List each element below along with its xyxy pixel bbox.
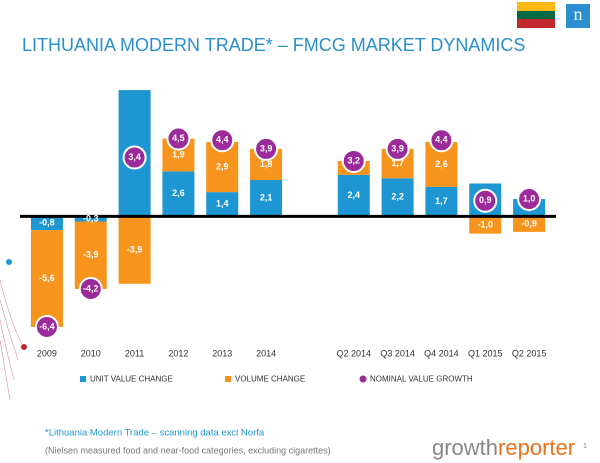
footnote: *Lithuania Modern Trade – scanning data … [45,428,265,439]
source-note: (Nielsen measured food and near-food cat… [45,445,331,455]
bar [206,192,239,217]
marker-label: 4,4 [216,135,229,145]
bar-value-label: 1,7 [435,196,448,206]
bar [513,216,546,232]
bar-value-label: -3,9 [83,250,99,260]
legend-swatch [359,375,367,383]
marker-label: 1,0 [523,193,536,203]
flag-stripe [517,19,555,28]
nominal-marker [429,128,454,153]
bar-value-label: 1,8 [260,159,273,169]
marker-label: 4,4 [435,135,448,145]
nominal-marker [166,126,191,151]
bar-value-label: 2,4 [347,190,360,200]
legend-label: UNIT VALUE CHANGE [90,375,173,384]
bar-value-label: 1,7 [391,158,404,168]
nominal-marker [210,128,235,153]
marker-label: 0,9 [479,195,492,205]
legend-label: NOMINAL VALUE GROWTH [370,375,473,384]
legend-label: VOLUME CHANGE [235,375,305,384]
bar [425,186,458,217]
marker-label: 3,9 [260,143,273,153]
decoration-dot [6,259,12,265]
brand-second: reporter [498,435,575,460]
marker-label: 3,9 [391,143,404,153]
x-tick-label: Q3 2014 [380,348,415,358]
nominal-marker [517,187,542,212]
bar [381,178,414,217]
x-tick-label: Q2 2014 [336,348,371,358]
nominal-marker [473,188,498,213]
logo-letter: n [574,4,583,24]
bar-value-label: 1,9 [172,149,185,159]
bar-value-label: 2,1 [260,193,273,203]
decoration [0,279,23,401]
logo [566,4,590,28]
x-tick-label: Q4 2014 [424,348,459,358]
flag-stripe [517,11,555,19]
marker-label: -4,2 [83,283,99,293]
nominal-marker [34,314,59,339]
nominal-marker [78,276,103,301]
marker-label: 4,5 [172,133,185,143]
chart-title: LITHUANIA MODERN TRADE* – FMCG MARKET DY… [22,35,525,55]
x-tick-label: 2010 [81,348,101,358]
bar-value-label: 2,6 [172,188,185,198]
bar-value-label: -0,8 [39,218,55,228]
bar-value-label: 2,9 [216,161,229,171]
bar [337,174,370,217]
bar-value-label: -5,6 [39,273,55,283]
bar [469,216,502,234]
bar-value-label: 2,2 [391,192,404,202]
x-tick-label: 2009 [37,348,57,358]
bar [30,216,63,231]
bar [118,216,151,284]
bar-value-label: 2,6 [435,159,448,169]
bar [250,180,283,217]
bar-value-label: -3,9 [127,244,143,254]
nominal-marker [254,136,279,161]
legend-swatch [225,376,231,382]
marker-label: 3,2 [347,155,360,165]
nominal-marker [341,148,366,173]
bar-value-label: 1,4 [216,199,229,209]
x-tick-label: 2011 [125,348,144,358]
nominal-marker [122,145,147,170]
legend-swatch [80,376,86,382]
bar [162,171,195,217]
page-number: 1 [583,443,587,450]
flag-stripe [517,2,555,11]
marker-label: 3,4 [128,152,141,162]
x-tick-label: Q2 2015 [512,348,547,358]
bar [30,230,63,327]
brand-first: growth [432,435,498,460]
brand: growthreporter [432,435,575,460]
x-tick-label: Q1 2015 [468,348,503,358]
x-tick-label: 2013 [212,348,232,358]
decoration-dot [21,344,27,350]
marker-label: -6,4 [39,321,55,331]
x-tick-label: 2014 [256,348,276,358]
bar-value-label: -0,9 [521,218,537,228]
bar-value-label: -1,0 [477,219,493,229]
bar [74,216,107,222]
bar-value-label: -0,3 [83,213,99,223]
x-tick-label: 2012 [168,348,188,358]
nominal-marker [385,136,410,161]
